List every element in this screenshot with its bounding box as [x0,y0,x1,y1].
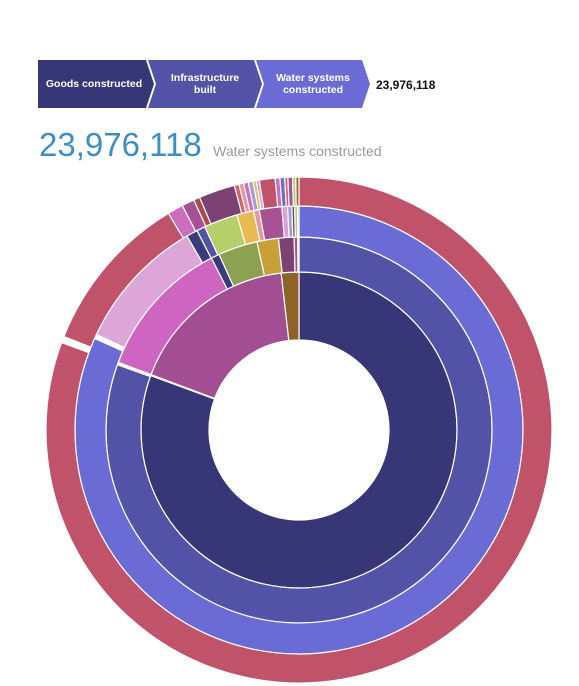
summary-value: 23,976,118 [39,126,202,163]
summary-label: Water systems constructed [213,143,382,159]
breadcrumb-step-label: Goods constructed [45,78,143,90]
breadcrumb-step-goods-constructed[interactable]: Goods constructed [38,60,154,108]
breadcrumb-value: 23,976,118 [376,78,436,92]
summary: 23,976,118 Water systems constructed [39,126,381,164]
sunburst-segment-ring3-13[interactable] [296,205,300,238]
breadcrumb-step-label: Water systems constructed [276,72,350,96]
sunburst-segment-ring2-8[interactable] [297,236,300,273]
sunburst-segment-ring4-19[interactable] [295,176,300,207]
sunburst-segment-ring4-0[interactable] [45,176,553,684]
breadcrumb-step-water-systems[interactable]: Water systems constructed [256,60,370,108]
breadcrumb-step-label: Infrastructure built [170,72,240,96]
breadcrumb-step-infrastructure-built[interactable]: Infrastructure built [148,60,262,108]
